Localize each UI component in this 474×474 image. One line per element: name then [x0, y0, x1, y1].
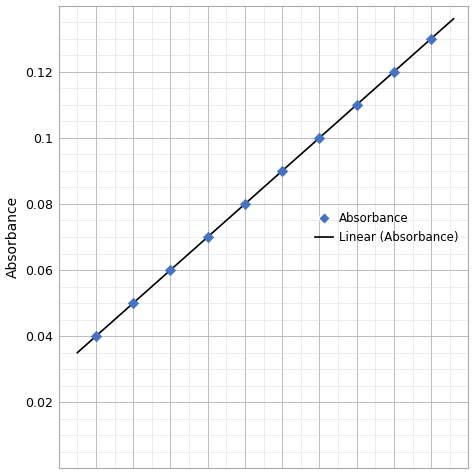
Legend: Absorbance, Linear (Absorbance): Absorbance, Linear (Absorbance) — [315, 212, 458, 244]
Point — [129, 300, 137, 307]
Point — [241, 200, 249, 208]
Point — [390, 68, 398, 75]
Point — [353, 101, 361, 109]
Point — [316, 134, 323, 142]
Point — [167, 266, 174, 274]
Point — [204, 233, 211, 241]
Point — [92, 332, 100, 340]
Point — [278, 167, 286, 174]
Y-axis label: Absorbance: Absorbance — [6, 196, 19, 278]
Point — [428, 35, 435, 42]
